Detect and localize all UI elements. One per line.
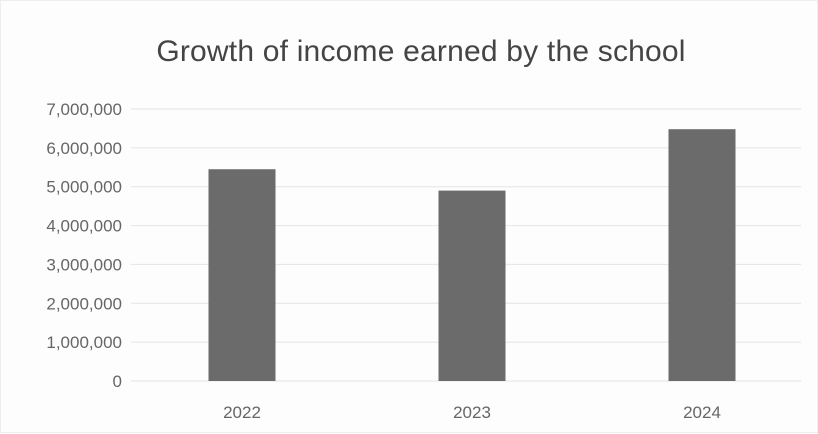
chart-title: Growth of income earned by the school	[156, 35, 686, 68]
x-tick-label: 2022	[223, 403, 261, 422]
y-tick-label: 5,000,000	[46, 178, 122, 197]
x-tick-label: 2024	[683, 403, 721, 422]
y-tick-label: 1,000,000	[46, 333, 122, 352]
y-tick-label: 6,000,000	[46, 139, 122, 158]
y-tick-label: 0	[113, 372, 122, 391]
x-tick-label: 2023	[453, 403, 491, 422]
y-tick-label: 7,000,000	[46, 100, 122, 119]
x-axis-tick-labels: 2022 2023 2024	[223, 403, 721, 422]
y-tick-label: 2,000,000	[46, 294, 122, 313]
y-tick-label: 3,000,000	[46, 255, 122, 274]
bars	[208, 129, 736, 381]
bar-2022	[208, 169, 276, 381]
y-tick-label: 4,000,000	[46, 217, 122, 236]
y-axis-tick-labels: 0 1,000,000 2,000,000 3,000,000 4,000,000 5,0…	[46, 100, 122, 391]
bar-2024	[668, 129, 736, 381]
bar-2023	[438, 190, 506, 381]
